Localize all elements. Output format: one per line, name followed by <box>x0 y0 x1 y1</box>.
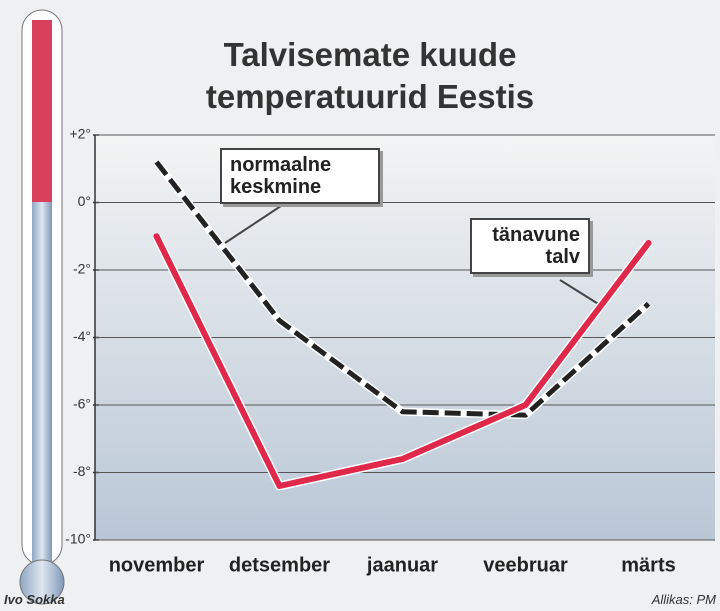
thermometer-red <box>32 20 52 202</box>
source: Allikas: PM <box>652 592 716 607</box>
y-tick-label: 0° <box>78 193 91 209</box>
y-tick-label: -6° <box>73 396 91 412</box>
x-tick-label: detsember <box>229 554 330 576</box>
x-tick-label: veebruar <box>483 554 568 576</box>
x-tick-label: november <box>109 554 205 576</box>
chart-title: Talvisemate kuude temperatuurid Eestis <box>130 34 610 118</box>
x-tick-label: jaanuar <box>366 554 438 576</box>
y-tick-label: -8° <box>73 463 91 479</box>
y-tick-label: -2° <box>73 261 91 277</box>
y-tick-label: +2° <box>69 126 91 142</box>
chart-page: -10° -8° -6° -4° -2° 0° +2° november detsember ja… <box>0 0 720 611</box>
x-tick-label: märts <box>621 554 675 576</box>
author: Ivo Sokka <box>4 592 65 607</box>
y-tick-label: -10° <box>65 531 91 547</box>
legend-entry: tänavune talv <box>470 218 590 274</box>
legend-entry: normaalne keskmine <box>220 148 380 204</box>
y-tick-label: -4° <box>73 328 91 344</box>
thermometer-blue <box>32 202 52 572</box>
